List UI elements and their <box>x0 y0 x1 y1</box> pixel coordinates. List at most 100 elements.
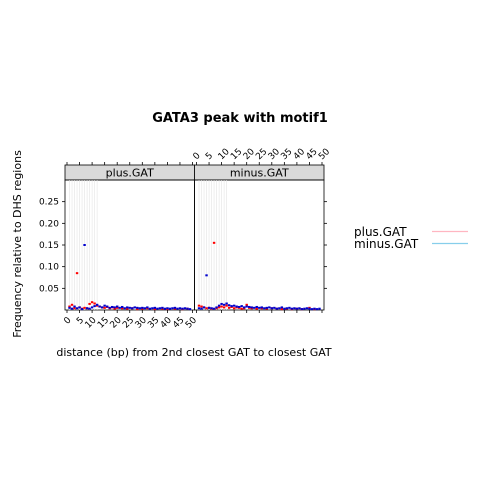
x-tick-label: 50 <box>184 315 199 330</box>
data-point <box>212 241 216 244</box>
data-point <box>273 306 276 309</box>
data-point <box>88 307 91 310</box>
data-point <box>265 306 268 309</box>
data-point <box>298 307 301 310</box>
panel-strip-label: minus.GAT <box>230 167 289 180</box>
data-point <box>158 307 162 310</box>
data-point <box>245 305 248 308</box>
data-point <box>245 303 248 306</box>
data-point <box>176 307 179 310</box>
x-tick-label: 50 <box>317 147 332 162</box>
data-point <box>171 307 174 310</box>
data-point <box>98 305 101 308</box>
y-tick-label: 0.25 <box>39 198 59 208</box>
data-point <box>168 307 172 310</box>
data-point <box>308 307 311 310</box>
data-point <box>225 302 228 305</box>
y-tick-label: 0.05 <box>39 284 59 294</box>
data-point <box>232 307 236 310</box>
data-point <box>205 274 208 277</box>
data-point <box>240 307 243 310</box>
data-point <box>126 306 129 309</box>
data-point <box>73 307 76 310</box>
data-point <box>88 302 91 305</box>
series-0 <box>68 272 189 311</box>
chart-title: GATA3 peak with motif1 <box>152 111 328 126</box>
data-point <box>75 272 79 275</box>
data-point <box>305 307 309 310</box>
data-point <box>295 307 299 310</box>
data-point <box>250 306 253 309</box>
data-point <box>138 307 141 310</box>
data-point <box>141 306 144 309</box>
data-point <box>103 306 106 309</box>
data-point <box>288 306 291 309</box>
data-point <box>90 301 94 304</box>
data-point <box>275 307 279 310</box>
data-point <box>202 306 206 309</box>
data-point <box>153 308 157 311</box>
data-point <box>136 308 139 311</box>
data-point <box>310 308 314 311</box>
data-point <box>227 304 231 307</box>
data-point <box>253 306 256 309</box>
y-axis-label: Frequency relative to DHS regions <box>11 150 24 338</box>
legend-label: plus.GAT <box>354 225 407 239</box>
data-point <box>270 307 273 310</box>
data-point <box>153 306 157 309</box>
x-tick-label: 0 <box>192 151 203 162</box>
data-point <box>217 306 221 309</box>
data-point <box>75 307 79 310</box>
data-point <box>200 305 203 308</box>
data-point <box>95 303 99 306</box>
data-point <box>215 306 218 309</box>
data-point <box>181 307 184 310</box>
data-point <box>178 307 182 310</box>
series-1 <box>197 274 321 311</box>
data-point <box>73 305 76 308</box>
data-point <box>108 306 111 309</box>
series-0 <box>197 241 316 311</box>
data-point <box>183 307 187 310</box>
data-point <box>70 307 74 310</box>
data-point <box>83 244 86 246</box>
data-point <box>268 306 271 309</box>
x-tick-label: 5 <box>75 316 86 327</box>
data-point <box>161 306 164 309</box>
data-point <box>118 306 121 309</box>
data-point <box>290 307 294 310</box>
data-point <box>263 307 266 310</box>
data-point <box>313 307 316 310</box>
data-point <box>126 307 129 310</box>
data-point <box>151 307 154 310</box>
x-tick-label: 0 <box>62 315 73 326</box>
data-point <box>220 305 223 308</box>
data-point <box>128 306 131 309</box>
data-point <box>207 306 211 309</box>
data-point <box>217 304 221 307</box>
data-point <box>258 306 261 309</box>
data-point <box>121 307 124 310</box>
data-point <box>83 306 86 309</box>
data-point <box>188 308 192 311</box>
y-tick-label: 0.10 <box>39 263 59 273</box>
data-point <box>230 305 233 308</box>
data-point <box>85 307 89 310</box>
data-point <box>300 308 304 311</box>
data-point <box>156 307 159 310</box>
data-point <box>280 306 284 309</box>
data-point <box>303 307 306 310</box>
data-point <box>110 305 114 308</box>
data-point <box>131 307 134 310</box>
data-point <box>255 305 258 308</box>
data-point <box>78 306 81 309</box>
data-point <box>255 307 258 310</box>
x-axis-label: distance (bp) from 2nd closest GAT to cl… <box>56 346 332 359</box>
data-point <box>197 304 201 307</box>
data-point <box>212 307 216 310</box>
